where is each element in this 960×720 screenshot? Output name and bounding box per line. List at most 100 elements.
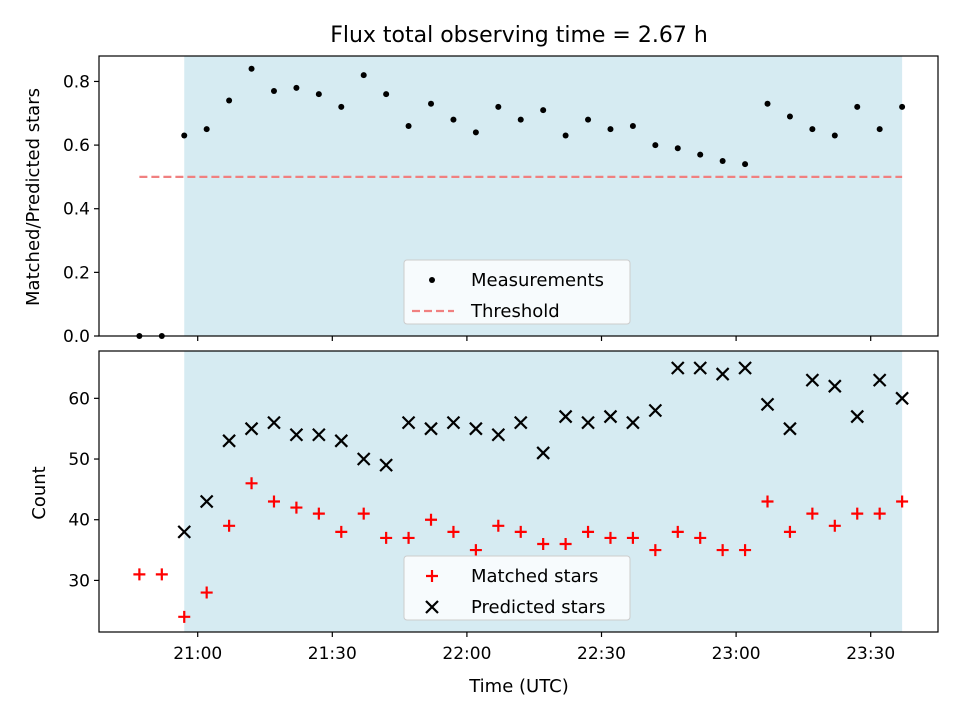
measurement-point xyxy=(854,103,861,110)
matched-star-point xyxy=(335,525,348,538)
measurement-point xyxy=(472,129,479,136)
legend-label: Matched stars xyxy=(471,566,598,587)
x-tick-label: 22:30 xyxy=(577,644,626,664)
legend-frame xyxy=(403,259,631,325)
predicted-star-point xyxy=(379,458,393,472)
matched-star-point xyxy=(200,586,213,599)
bottom-y-tick-label: 40 xyxy=(68,511,90,531)
measurement-point xyxy=(809,126,816,133)
top-series-measurements xyxy=(136,65,906,339)
matched-star-point xyxy=(223,519,236,532)
matched-star-point xyxy=(806,507,819,520)
bottom-y-tick-label: 50 xyxy=(68,450,90,470)
matched-star-point xyxy=(761,495,774,508)
measurement-point xyxy=(270,88,277,94)
predicted-star-point xyxy=(312,427,326,442)
bottom-y-tick-label: 60 xyxy=(68,389,90,409)
bottom-series-predicted-stars xyxy=(177,361,909,539)
matched-star-point xyxy=(425,513,438,526)
measurement-point xyxy=(652,142,659,149)
matched-star-point xyxy=(694,531,707,544)
matched-star-point xyxy=(626,531,639,544)
top-legend: Measurements Threshold xyxy=(403,259,631,325)
predicted-star-point xyxy=(648,403,663,418)
bottom-axes-frame xyxy=(98,350,939,633)
x-axis-label: Time (UTC) xyxy=(468,676,569,697)
measurement-point xyxy=(315,91,322,98)
matched-star-point xyxy=(873,507,886,520)
measurement-point xyxy=(450,116,457,123)
predicted-star-point xyxy=(267,415,281,430)
top-axes-frame xyxy=(98,55,939,337)
measurement-point xyxy=(585,116,592,123)
measurement-point xyxy=(293,84,300,91)
matched-star-point xyxy=(402,531,415,544)
x-tick-label: 22:00 xyxy=(442,644,491,664)
predicted-star-point xyxy=(491,427,506,442)
matched-star-point xyxy=(649,544,662,557)
measurement-point xyxy=(248,65,255,72)
top-y-tick-label: 0.4 xyxy=(63,200,90,220)
predicted-star-point xyxy=(603,409,618,424)
top-y-axis-label: Matched/Predicted stars xyxy=(23,88,44,306)
predicted-star-point xyxy=(424,421,438,436)
bottom-series-matched-stars xyxy=(133,477,909,623)
measurement-point xyxy=(383,91,390,98)
measurement-point xyxy=(405,123,412,129)
predicted-star-point xyxy=(356,452,371,466)
matched-star-point xyxy=(133,568,146,581)
predicted-star-point xyxy=(401,415,416,430)
predicted-star-point xyxy=(828,379,842,393)
measurement-point xyxy=(540,107,547,114)
matched-star-point xyxy=(604,531,617,544)
measurement-point xyxy=(674,145,681,152)
top-panel: 0.0 0.2 0.4 0.6 0.8 Measurements Threshold xyxy=(63,55,939,347)
x-tick-label: 21:30 xyxy=(308,644,357,664)
measurement-point xyxy=(562,132,569,139)
x-tick-label: 23:00 xyxy=(712,644,761,664)
measurement-point xyxy=(203,126,210,133)
matched-star-point xyxy=(357,507,370,520)
measurement-point xyxy=(831,132,838,139)
top-y-tick-label: 0.6 xyxy=(63,136,90,156)
matched-star-point xyxy=(783,525,796,538)
legend-marker-dot xyxy=(429,277,435,283)
matched-star-point xyxy=(671,525,684,538)
measurement-point xyxy=(360,72,367,79)
measurement-point xyxy=(697,151,704,158)
bottom-y-axis-label: Count xyxy=(29,466,50,519)
measurement-point xyxy=(719,158,726,164)
predicted-star-point xyxy=(446,415,461,430)
measurement-point xyxy=(899,103,906,110)
measurement-point xyxy=(876,126,883,133)
predicted-star-point xyxy=(469,421,483,436)
legend-label: Predicted stars xyxy=(471,597,605,618)
predicted-star-point xyxy=(536,446,550,460)
predicted-star-point xyxy=(626,415,640,430)
predicted-star-point xyxy=(783,421,797,436)
predicted-star-point xyxy=(222,434,236,448)
matched-star-point xyxy=(492,519,505,532)
matched-star-point xyxy=(267,495,280,508)
matched-star-point xyxy=(537,537,550,550)
matched-star-point xyxy=(559,537,572,550)
predicted-star-point xyxy=(760,397,775,412)
matched-star-point xyxy=(245,477,258,490)
predicted-star-point xyxy=(850,409,865,424)
matched-star-point xyxy=(582,525,595,538)
predicted-star-point xyxy=(693,361,707,375)
predicted-star-point xyxy=(289,427,304,442)
predicted-star-point xyxy=(513,415,528,430)
matched-star-point xyxy=(828,519,841,532)
top-y-tick-label: 0.8 xyxy=(63,72,90,92)
predicted-star-point xyxy=(199,494,214,509)
legend-marker-plus xyxy=(426,570,438,582)
predicted-star-point xyxy=(244,421,259,436)
matched-star-point xyxy=(469,544,482,557)
predicted-star-point xyxy=(872,373,887,387)
legend-marker-x xyxy=(425,600,439,614)
legend-frame xyxy=(403,555,631,621)
figure-title: Flux total observing time = 2.67 h xyxy=(330,23,708,48)
measurement-point xyxy=(181,132,188,139)
